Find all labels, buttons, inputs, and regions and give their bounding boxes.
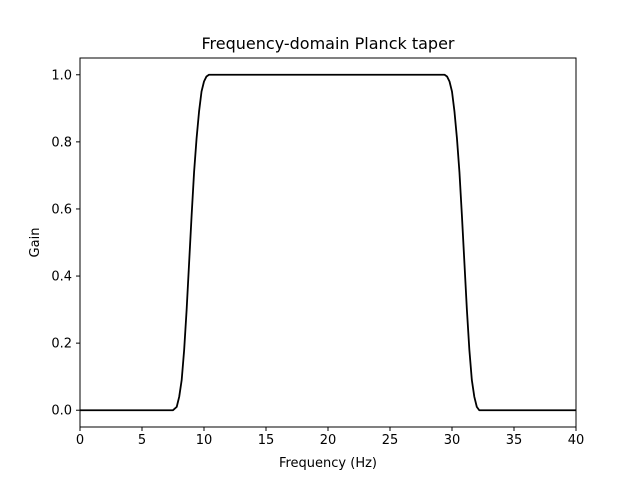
x-tick-label: 15 xyxy=(258,433,275,448)
y-axis: 0.0 0.2 0.4 0.6 0.8 1.0 xyxy=(51,68,80,419)
x-tick-label: 35 xyxy=(506,433,523,448)
plot-content xyxy=(80,73,576,412)
y-tick-label: 0.2 xyxy=(51,337,72,352)
x-tick-label: 25 xyxy=(382,433,399,448)
chart-title: Frequency-domain Planck taper xyxy=(202,34,455,53)
x-tick-label: 10 xyxy=(196,433,213,448)
y-tick-label: 1.0 xyxy=(51,68,72,83)
x-axis-label: Frequency (Hz) xyxy=(279,456,377,471)
series-line-0 xyxy=(80,73,576,412)
plot-frame xyxy=(79,57,577,428)
x-tick-label: 0 xyxy=(76,433,84,448)
x-tick-label: 20 xyxy=(320,433,337,448)
y-axis-label: Gain xyxy=(28,228,43,258)
y-tick-label: 0.6 xyxy=(51,202,72,217)
y-tick-label: 0.4 xyxy=(51,270,72,285)
y-tick-label: 0.8 xyxy=(51,135,72,150)
y-tick-label: 0.0 xyxy=(51,404,72,419)
x-axis: 0 5 10 15 20 25 30 35 40 xyxy=(76,427,584,448)
x-tick-label: 40 xyxy=(568,433,585,448)
x-tick-label: 5 xyxy=(138,433,146,448)
x-tick-label: 30 xyxy=(444,433,461,448)
